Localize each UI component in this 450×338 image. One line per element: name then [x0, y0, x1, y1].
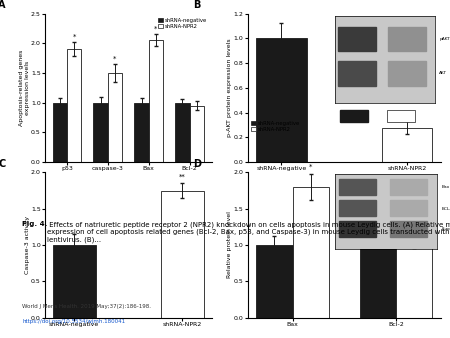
Bar — [256, 245, 292, 318]
Text: *: * — [154, 26, 158, 32]
Bar — [161, 191, 204, 318]
Text: B: B — [194, 0, 201, 9]
Bar — [396, 244, 432, 318]
Text: https://doi.org/10.5534/wjmh.180041: https://doi.org/10.5534/wjmh.180041 — [22, 319, 126, 324]
Y-axis label: Relative protein level: Relative protein level — [227, 212, 232, 279]
Text: D: D — [194, 159, 201, 169]
Y-axis label: Caspase-3 activity: Caspase-3 activity — [25, 216, 30, 274]
Text: **: ** — [404, 112, 410, 118]
Bar — [176, 103, 189, 162]
Bar — [382, 127, 432, 162]
Text: A: A — [0, 0, 6, 9]
Text: C: C — [0, 159, 6, 169]
Text: World J Mens Health. 2019 May;37(2):186-198.: World J Mens Health. 2019 May;37(2):186-… — [22, 304, 152, 309]
Legend: shRNA-negative, shRNA-NPR2: shRNA-negative, shRNA-NPR2 — [157, 16, 209, 30]
Bar — [360, 245, 396, 318]
Bar — [108, 73, 122, 162]
Text: Effects of natriuretic peptide receptor 2 (NPR2) knockdown on cells apoptosis in: Effects of natriuretic peptide receptor … — [47, 221, 450, 243]
Text: *: * — [72, 34, 76, 40]
Bar — [67, 49, 81, 162]
Bar — [94, 103, 108, 162]
Text: Fig. 4.: Fig. 4. — [22, 221, 48, 227]
Bar — [53, 103, 67, 162]
Bar — [53, 245, 96, 318]
Bar — [256, 38, 306, 162]
Text: *: * — [309, 164, 312, 170]
Legend: shRNA-negative, shRNA-NPR2: shRNA-negative, shRNA-NPR2 — [250, 120, 302, 133]
Bar — [135, 103, 148, 162]
Y-axis label: Apoptosis-related genes
expression levels: Apoptosis-related genes expression level… — [19, 50, 30, 126]
Bar — [189, 106, 204, 162]
Bar — [148, 40, 163, 162]
Text: **: ** — [179, 174, 186, 180]
Text: *: * — [113, 56, 117, 62]
Bar — [292, 187, 329, 318]
Y-axis label: p-AKT protein expression levels: p-AKT protein expression levels — [227, 39, 232, 137]
